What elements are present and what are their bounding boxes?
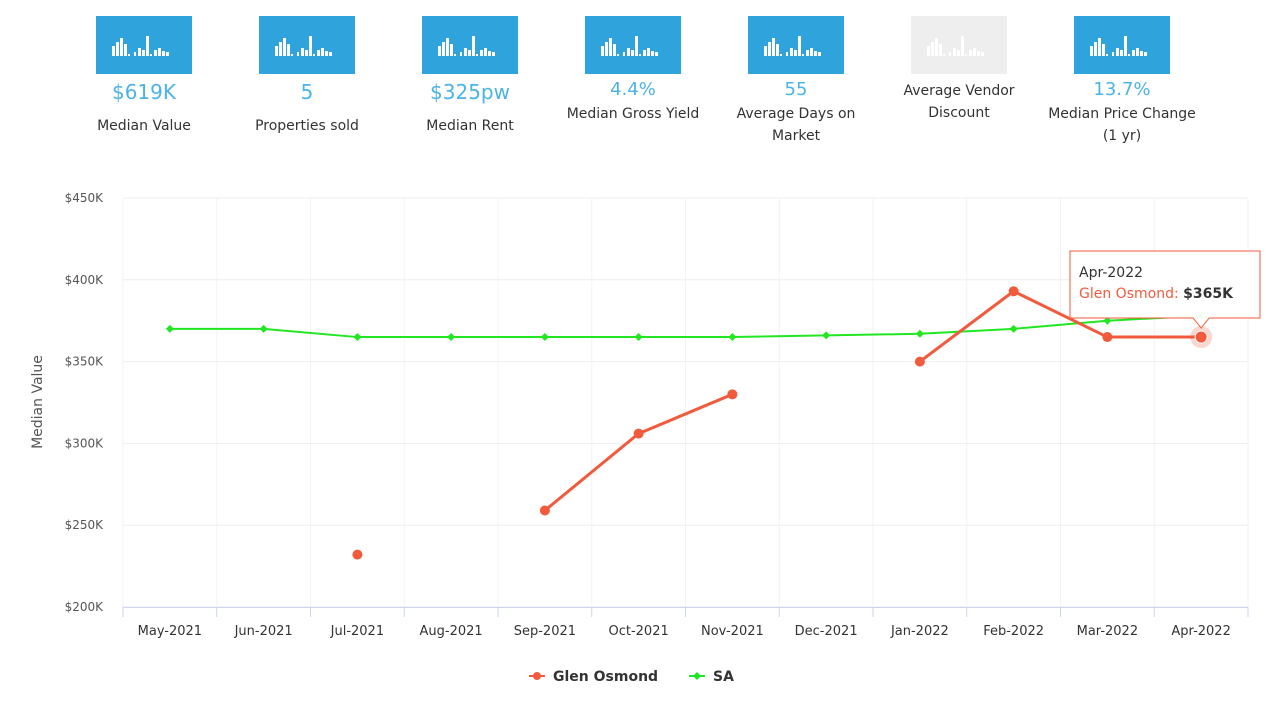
tooltip-title: Apr-2022 <box>1079 265 1143 281</box>
stat-median-gross-yield[interactable]: 4.4% Median Gross Yield <box>558 16 708 125</box>
x-tick-label: Mar-2022 <box>1077 624 1138 639</box>
tooltip-value-line: Glen Osmond: $365K <box>1079 286 1234 302</box>
stat-median-value[interactable]: $619K Median Value <box>69 16 219 137</box>
stat-value: 5 <box>300 80 314 104</box>
glen-osmond-point <box>633 428 644 439</box>
bar-chart-icon[interactable] <box>1074 16 1170 74</box>
sa-point <box>728 333 737 342</box>
tooltip-series-name: Glen Osmond: <box>1079 286 1183 302</box>
y-tick-label: $250K <box>65 518 105 532</box>
stat-value: 4.4% <box>610 79 656 100</box>
x-tick-label: Dec-2021 <box>795 624 858 639</box>
x-axis: May-2021 Jun-2021 Jul-2021 Aug-2021 Sep-2021… <box>122 607 1249 639</box>
sa-point <box>1103 316 1112 325</box>
stat-label: Average Days on Market <box>736 106 856 144</box>
sa-point <box>540 333 549 342</box>
bar-chart-icon <box>911 16 1007 74</box>
legend-label: Glen Osmond <box>553 669 658 685</box>
legend-symbol <box>533 672 541 680</box>
stat-label: Properties sold <box>255 118 359 134</box>
stat-median-price-change[interactable]: 13.7% Median Price Change (1 yr) <box>1047 16 1197 147</box>
stat-median-rent[interactable]: $325pw Median Rent <box>395 16 545 137</box>
stat-value: $619K <box>111 80 176 104</box>
sa-point <box>165 324 174 333</box>
x-tick-label: Nov-2021 <box>701 624 764 639</box>
bar-chart-icon[interactable] <box>96 16 192 74</box>
legend-item-glen-osmond[interactable]: Glen Osmond <box>529 669 658 685</box>
glen-osmond-point <box>352 549 363 560</box>
stat-properties-sold[interactable]: 5 Properties sold <box>232 16 382 137</box>
bar-chart-icon[interactable] <box>748 16 844 74</box>
y-tick-label: $400K <box>65 273 105 287</box>
stat-label: Median Price Change (1 yr) <box>1048 106 1196 144</box>
chart-legend: Glen Osmond SA <box>529 669 734 685</box>
y-tick-label: $300K <box>65 436 105 450</box>
y-axis: $200K $250K $300K $350K $400K $450K <box>65 191 105 614</box>
tooltip: Apr-2022 Glen Osmond: $365K <box>1069 250 1261 349</box>
glen-osmond-line <box>918 289 1202 363</box>
legend-label: SA <box>713 669 734 685</box>
bar-chart-icon[interactable] <box>585 16 681 74</box>
stat-label: Median Rent <box>426 118 514 134</box>
stat-label: Median Gross Yield <box>566 106 700 122</box>
bar-chart-icon[interactable] <box>259 16 355 74</box>
sa-point <box>822 331 831 340</box>
x-tick-label: Feb-2022 <box>983 624 1044 639</box>
glen-osmond-point <box>539 505 550 516</box>
glen-osmond-point <box>1008 286 1019 297</box>
tooltip-value: $365K <box>1183 286 1234 302</box>
hover-point <box>1194 330 1208 344</box>
stat-value: $325pw <box>430 80 510 104</box>
x-tick-label: Sep-2021 <box>514 624 576 639</box>
x-tick-label: Jan-2022 <box>890 624 949 639</box>
stat-average-days-on-market[interactable]: 55 Average Days on Market <box>721 16 871 147</box>
stat-label: Average Vendor Discount <box>903 83 1015 121</box>
chart-series <box>165 286 1207 560</box>
sa-line <box>169 314 1202 339</box>
y-axis-title: Median Value <box>30 355 46 449</box>
bar-chart-icon[interactable] <box>422 16 518 74</box>
stats-bar: $619K Median Value 5 Properties sold $32… <box>0 0 1280 170</box>
sa-point <box>915 329 924 338</box>
x-tick-label: Jun-2021 <box>234 624 293 639</box>
y-tick-label: $350K <box>65 355 105 369</box>
stat-label: Median Value <box>97 118 191 134</box>
x-tick-label: Oct-2021 <box>608 624 668 639</box>
glen-osmond-point <box>727 389 738 400</box>
x-tick-label: Aug-2021 <box>420 624 483 639</box>
glen-osmond-point <box>914 356 925 367</box>
glen-osmond-line <box>543 392 733 512</box>
stat-value: 55 <box>784 79 808 100</box>
sa-point <box>1009 324 1018 333</box>
legend-symbol <box>693 672 701 680</box>
x-tick-label: Jul-2021 <box>330 624 384 639</box>
x-tick-label: Apr-2022 <box>1171 624 1230 639</box>
y-tick-label: $200K <box>65 600 105 614</box>
sa-point <box>634 333 643 342</box>
x-tick-label: May-2021 <box>138 624 202 639</box>
sa-point <box>447 333 456 342</box>
median-value-chart: $200K $250K $300K $350K $400K $450K May-2021 J… <box>30 191 1261 685</box>
tooltip-box <box>1069 250 1261 329</box>
stat-value: 13.7% <box>1093 79 1151 100</box>
glen-osmond-point <box>1102 332 1113 343</box>
legend-item-sa[interactable]: SA <box>689 669 734 685</box>
sa-point <box>353 333 362 342</box>
y-tick-label: $450K <box>65 191 105 205</box>
stat-average-vendor-discount: Average Vendor Discount <box>884 16 1034 124</box>
sa-point <box>259 324 268 333</box>
